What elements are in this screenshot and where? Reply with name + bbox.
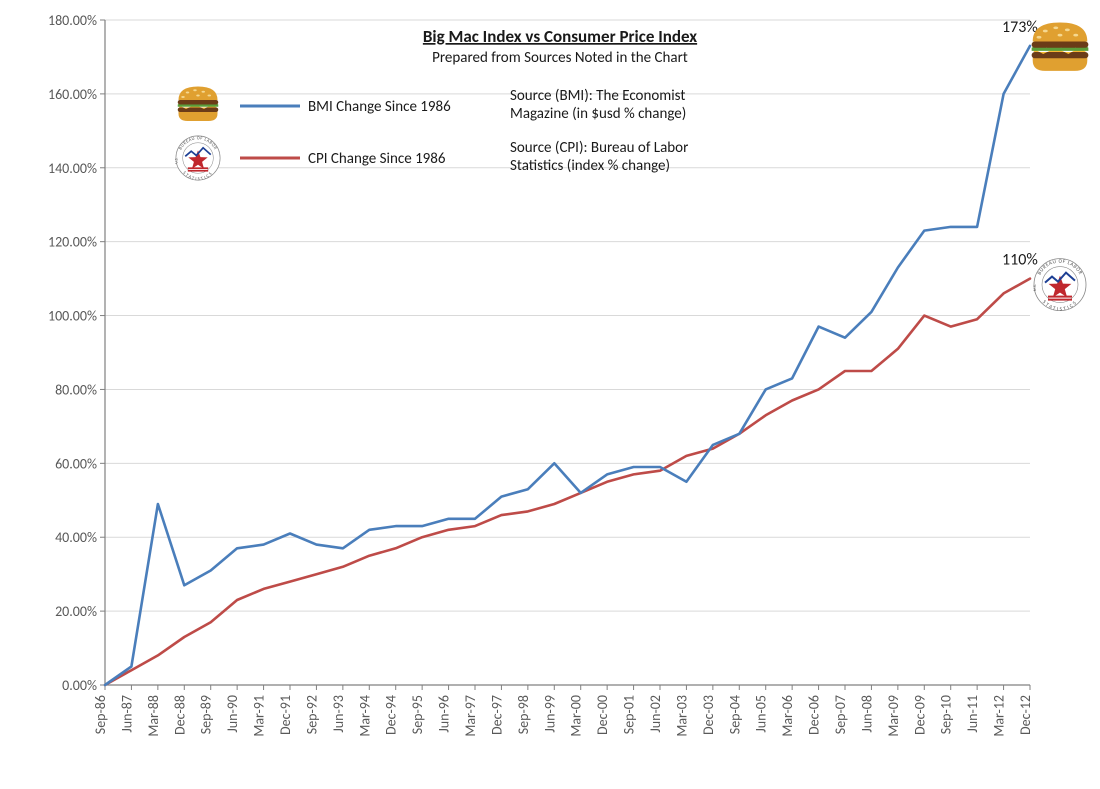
- chart-title: Big Mac Index vs Consumer Price Index: [423, 26, 697, 47]
- source-text-bmi: Magazine (in $usd % change): [510, 105, 686, 123]
- x-tick-label: Dec-88: [171, 695, 188, 735]
- x-tick-label: Dec-09: [911, 695, 928, 735]
- chart-svg: 0.00% 20.00% 40.00% 60.00% 80.00% 100.00% 120.…: [0, 0, 1100, 789]
- x-tick-label: Mar-09: [885, 695, 902, 737]
- x-tick-label: Dec-03: [700, 695, 717, 735]
- y-tick-label: 20.00%: [55, 603, 97, 620]
- x-tick-label: Sep-07: [832, 695, 849, 734]
- x-tick-label: Sep-92: [303, 695, 320, 734]
- x-tick-label: Mar-03: [673, 695, 690, 737]
- legend-label-bmi: BMI Change Since 1986: [308, 98, 451, 116]
- x-tick-label: Mar-91: [251, 695, 268, 737]
- x-tick-label: Mar-00: [568, 695, 585, 737]
- bmi-end-label: 173%: [1002, 18, 1038, 37]
- x-tick-label: Sep-98: [515, 695, 532, 734]
- x-tick-label: Sep-04: [726, 695, 743, 734]
- source-text-cpi: Source (CPI): Bureau of Labor: [510, 139, 688, 157]
- x-tick-label: Jun-99: [541, 695, 558, 733]
- x-tick-label: Sep-10: [938, 695, 955, 734]
- x-tick-label: Dec-12: [1017, 695, 1034, 735]
- x-tick-label: Sep-89: [198, 695, 215, 734]
- y-tick-label: 100.00%: [48, 308, 97, 325]
- x-tick-label: Mar-12: [991, 695, 1008, 737]
- x-tick-label: Jun-11: [964, 695, 981, 733]
- x-tick-label: Jun-02: [647, 695, 664, 733]
- x-tick-label: Jun-87: [118, 695, 135, 733]
- x-tick-label: Mar-06: [779, 695, 796, 737]
- chart-subtitle: Prepared from Sources Noted in the Chart: [432, 49, 688, 67]
- x-tick-label: Sep-01: [621, 695, 638, 734]
- source-text-bmi: Source (BMI): The Economist: [510, 87, 685, 105]
- x-tick-label: Sep-95: [409, 695, 426, 734]
- x-tick-label: Mar-94: [356, 695, 373, 737]
- x-tick-label: Jun-93: [330, 695, 347, 733]
- x-tick-label: Dec-91: [277, 695, 294, 735]
- x-tick-label: Dec-94: [383, 695, 400, 735]
- cpi-end-label: 110%: [1002, 251, 1038, 270]
- x-tick-label: Dec-06: [806, 695, 823, 735]
- big-mac-icon: [178, 87, 219, 122]
- svg-text:U.S.: U.S.: [175, 157, 180, 163]
- y-tick-label: 120.00%: [48, 234, 97, 251]
- x-tick-label: Dec-97: [488, 695, 505, 735]
- y-tick-label: 40.00%: [55, 529, 97, 546]
- x-tick-label: Jun-96: [436, 695, 453, 733]
- big-mac-end-icon: [1032, 23, 1089, 71]
- y-tick-label: 140.00%: [48, 160, 97, 177]
- y-tick-label: 80.00%: [55, 381, 97, 398]
- y-tick-label: 160.00%: [48, 86, 97, 103]
- y-tick-label: 180.00%: [48, 12, 97, 29]
- y-tick-label: 0.00%: [62, 677, 97, 694]
- x-tick-label: Sep-86: [92, 695, 109, 734]
- x-tick-label: Dec-00: [594, 695, 611, 735]
- source-text-cpi: Statistics (index % change): [510, 157, 670, 175]
- svg-text:U.S.: U.S.: [1033, 284, 1038, 291]
- legend-label-cpi: CPI Change Since 1986: [308, 150, 446, 168]
- x-tick-label: Jun-90: [224, 695, 241, 733]
- x-tick-label: Mar-97: [462, 695, 479, 737]
- chart-container: { "title": "Big Mac Index vs Consumer Pr…: [0, 0, 1100, 789]
- x-tick-label: Mar-88: [145, 695, 162, 737]
- y-tick-label: 60.00%: [55, 455, 97, 472]
- x-tick-label: Jun-05: [753, 695, 770, 733]
- x-tick-label: Jun-08: [858, 695, 875, 733]
